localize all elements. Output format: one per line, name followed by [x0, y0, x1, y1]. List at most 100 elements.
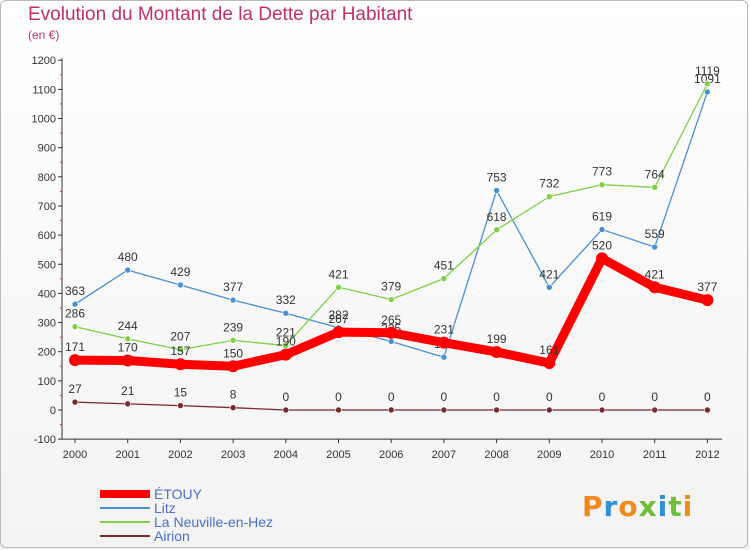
logo-letter: x [638, 490, 658, 523]
data-label: 150 [223, 346, 243, 360]
legend-label: Airion [154, 528, 190, 544]
data-label: 618 [487, 210, 507, 224]
data-point [543, 357, 556, 370]
data-point [440, 353, 448, 361]
data-label: 363 [65, 284, 85, 298]
data-point [71, 398, 79, 406]
data-label: 451 [434, 259, 454, 273]
data-point [440, 406, 448, 414]
x-tick-label: 2000 [63, 449, 87, 461]
data-label: 421 [645, 267, 665, 281]
data-label: 0 [599, 390, 606, 404]
y-tick-label: 1000 [32, 114, 56, 126]
logo-letter: P [582, 490, 604, 523]
legend-label: La Neuville-en-Hez [154, 514, 274, 530]
data-point [545, 193, 553, 200]
data-point [335, 283, 342, 291]
logo-letter: i [682, 490, 694, 523]
legend-swatch [100, 507, 150, 509]
data-point [124, 400, 131, 408]
data-label: 619 [592, 210, 612, 224]
data-label: 8 [230, 388, 237, 402]
legend-item: Airion [100, 529, 273, 543]
data-label: 239 [223, 320, 243, 334]
x-tick-label: 2011 [643, 449, 667, 461]
logo-letter: t [668, 490, 683, 523]
data-label: 199 [487, 332, 507, 346]
y-tick-label: 500 [38, 259, 56, 271]
data-point [387, 406, 395, 414]
legend-label: ÉTOUY [154, 486, 202, 502]
data-point [437, 336, 450, 349]
data-label: 221 [276, 326, 296, 340]
x-tick-label: 2001 [115, 449, 139, 461]
data-point [598, 181, 606, 188]
data-label: 0 [335, 390, 342, 404]
y-tick-label: 0 [50, 405, 56, 417]
data-point [704, 80, 711, 88]
data-label: 480 [118, 250, 138, 264]
y-tick-label: -100 [34, 434, 56, 446]
y-tick-label: 300 [38, 318, 56, 330]
data-label: 764 [645, 167, 665, 181]
y-tick-label: 1100 [32, 84, 56, 96]
data-point [440, 275, 448, 282]
data-point [598, 226, 606, 233]
chart-legend: ÉTOUY Litz La Neuville-en-Hez Airion [100, 487, 273, 543]
data-label: 377 [697, 280, 717, 294]
data-point [545, 406, 553, 414]
data-point [71, 300, 79, 308]
x-tick-label: 2009 [537, 449, 561, 461]
data-label: 0 [493, 390, 500, 404]
y-tick-label: 700 [38, 201, 56, 213]
data-point [227, 360, 240, 373]
y-tick-label: 900 [38, 143, 56, 155]
data-label: 265 [381, 313, 401, 327]
legend-item: Litz [100, 501, 273, 515]
y-tick-label: 200 [38, 347, 56, 359]
data-label: 161 [539, 343, 559, 357]
logo-letter: o [618, 490, 639, 523]
x-tick-label: 2012 [695, 449, 719, 461]
y-tick-label: 600 [38, 230, 56, 242]
logo-letter: i [657, 490, 669, 523]
x-tick-label: 2004 [274, 449, 298, 461]
data-point [282, 309, 290, 317]
y-tick-label: 800 [38, 172, 56, 184]
x-tick-label: 2007 [432, 449, 456, 461]
data-point [279, 348, 292, 361]
data-point [493, 187, 500, 194]
legend-label: Litz [154, 500, 176, 516]
data-point [71, 323, 79, 330]
data-point [545, 283, 553, 291]
data-label: 170 [118, 340, 138, 354]
data-label: 377 [223, 280, 243, 294]
data-label: 267 [328, 312, 348, 326]
data-point [229, 404, 237, 411]
data-point [651, 406, 659, 414]
data-label: 0 [651, 390, 658, 404]
data-label: 0 [441, 390, 448, 404]
data-point [177, 402, 184, 409]
data-point [229, 337, 237, 344]
data-label: 0 [388, 390, 395, 404]
data-point [69, 354, 81, 367]
chart-subtitle: (en €) [28, 28, 60, 42]
data-point [651, 183, 659, 191]
legend-swatch [100, 535, 150, 537]
data-point [493, 406, 500, 414]
logo-letter: r [603, 490, 619, 523]
data-label: 429 [170, 265, 190, 279]
data-point [493, 226, 500, 234]
data-label: 15 [174, 386, 188, 400]
y-tick-label: 400 [38, 288, 56, 300]
series-line [74, 83, 709, 351]
data-label: 753 [487, 171, 507, 185]
data-point [651, 243, 659, 251]
data-point [387, 338, 395, 345]
data-label: 559 [645, 227, 665, 241]
legend-item: La Neuville-en-Hez [100, 515, 273, 529]
data-label: 231 [434, 323, 454, 337]
